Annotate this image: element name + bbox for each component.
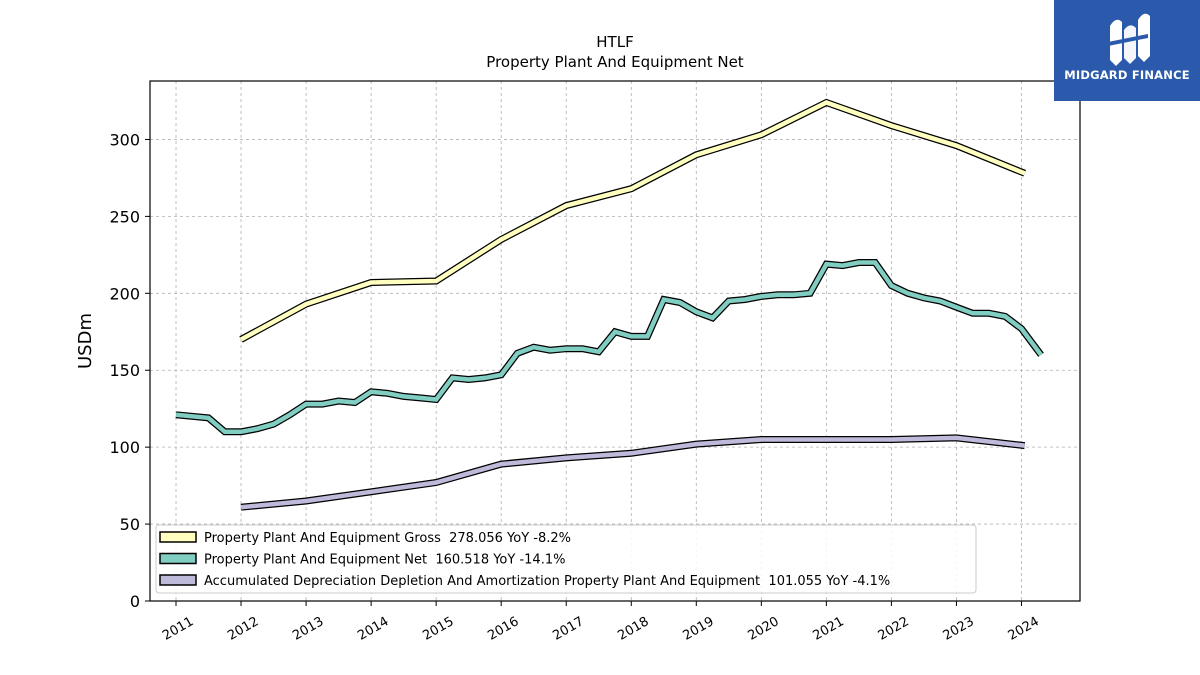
- legend-label-0: Property Plant And Equipment Gross 278.0…: [204, 531, 571, 546]
- x-tick-label: 2016: [485, 614, 521, 644]
- series-line-2: [240, 435, 1025, 510]
- series-lines: [175, 98, 1044, 511]
- legend-box: [155, 524, 977, 594]
- x-tick-label: 2020: [745, 614, 781, 644]
- series-outline-0: [239, 98, 1027, 343]
- series-line-0: [239, 100, 1026, 342]
- x-tick-label: 2012: [225, 614, 261, 644]
- chart-title: HTLF: [596, 33, 633, 51]
- x-tick-label: 2023: [941, 614, 977, 644]
- legend-swatch-1: [159, 552, 197, 565]
- y-tick-label: 300: [109, 130, 140, 149]
- y-tick-label: 50: [120, 515, 140, 534]
- grid: [150, 81, 1080, 601]
- y-tick-label: 250: [109, 207, 140, 226]
- x-tick-label: 2014: [355, 614, 391, 644]
- x-tick-label: 2022: [876, 614, 912, 644]
- series-line-1: [175, 260, 1043, 435]
- legend-label-2: Accumulated Depreciation Depletion And A…: [204, 574, 890, 589]
- x-tick-label: 2024: [1006, 614, 1042, 644]
- x-tick-label: 2017: [550, 614, 586, 644]
- chart-subtitle: Property Plant And Equipment Net: [486, 53, 743, 71]
- y-tick-label: 0: [130, 592, 140, 611]
- y-tick-label: 150: [109, 361, 140, 380]
- x-tick-label: 2011: [160, 614, 196, 644]
- legend: Property Plant And Equipment Gross 278.0…: [155, 524, 977, 594]
- series-outline-2: [240, 434, 1026, 511]
- y-axis-label: USDm: [75, 313, 96, 369]
- legend-swatch-2: [159, 574, 197, 586]
- x-tick-label: 2013: [290, 614, 326, 644]
- x-tick-label: 2015: [420, 614, 456, 644]
- x-tick-label: 2019: [680, 614, 716, 644]
- brand-name: MIDGARD FINANCE: [1064, 68, 1190, 82]
- brand-logo: MIDGARD FINANCE: [1054, 0, 1200, 101]
- legend-label-1: Property Plant And Equipment Net 160.518…: [204, 553, 565, 568]
- y-tick-label: 100: [109, 438, 140, 457]
- plot-frame: [149, 80, 1081, 602]
- x-tick-label: 2018: [615, 614, 651, 644]
- y-tick-label: 200: [109, 284, 140, 303]
- brand-mark-icon: [1108, 13, 1150, 66]
- legend-swatch-0: [159, 531, 197, 543]
- x-tick-label: 2021: [811, 614, 847, 644]
